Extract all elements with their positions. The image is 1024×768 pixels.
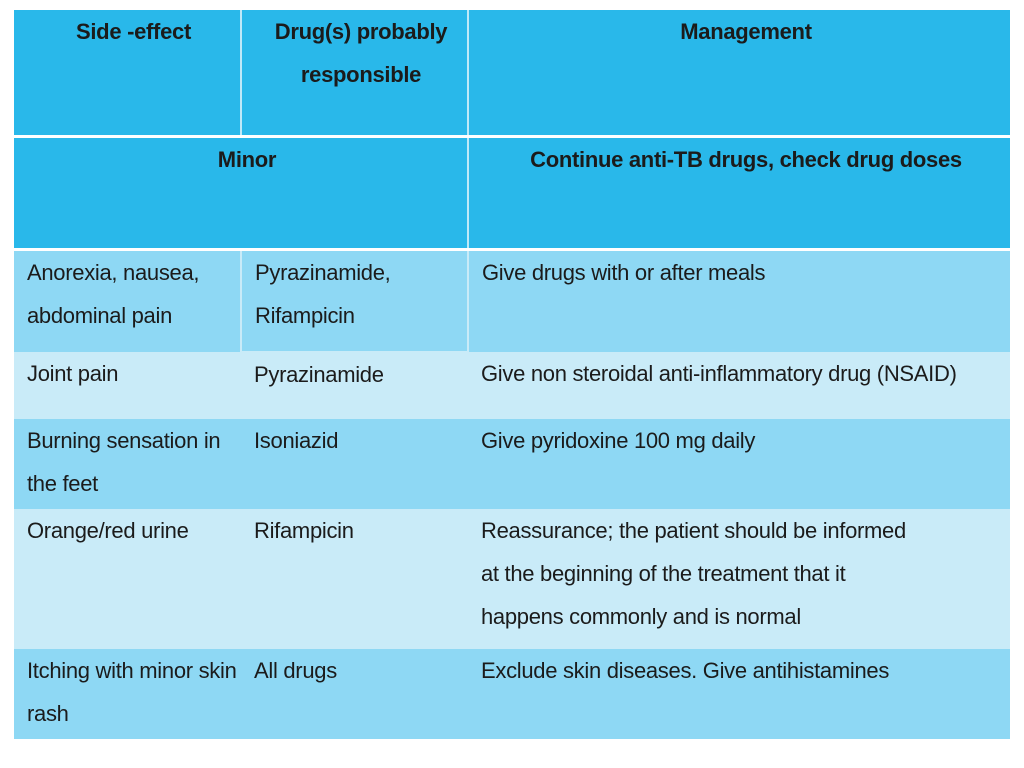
table-row: Burning sensation in the feet Isoniazid … bbox=[14, 419, 1010, 509]
drugs-cell: Rifampicin bbox=[254, 518, 354, 543]
management-cell: Give drugs with or after meals bbox=[482, 260, 766, 285]
management-cell: Give pyridoxine 100 mg daily bbox=[481, 428, 756, 453]
side-effect-cell: Itching with minor skin rash bbox=[27, 658, 237, 726]
table-row: Itching with minor skin rash All drugs E… bbox=[14, 649, 1010, 739]
management-cell: Reassurance; the patient should be infor… bbox=[481, 518, 906, 629]
management-cell: Give non steroidal anti-inflammatory dru… bbox=[481, 361, 957, 386]
management-cell: Exclude skin diseases. Give antihistamin… bbox=[481, 658, 890, 683]
subheader-action: Continue anti-TB drugs, check drug doses bbox=[467, 136, 1010, 251]
side-effect-cell: Burning sensation in the feet bbox=[27, 428, 221, 496]
table-subheader-row: Minor Continue anti-TB drugs, check drug… bbox=[14, 136, 1010, 251]
drugs-cell: Pyrazinamide bbox=[254, 362, 384, 387]
side-effect-cell: Anorexia, nausea, abdominal pain bbox=[27, 260, 200, 328]
header-management: Management bbox=[467, 10, 1010, 138]
side-effect-cell: Joint pain bbox=[27, 361, 119, 386]
table-row: Orange/red urine Rifampicin Reassurance;… bbox=[14, 509, 1010, 649]
table-row: Joint pain Pyrazinamide Give non steroid… bbox=[14, 352, 1010, 419]
table-row: Anorexia, nausea, abdominal pain Pyrazin… bbox=[14, 249, 1010, 353]
header-drugs: Drug(s) probably responsible bbox=[240, 10, 468, 138]
side-effects-table: Side -effect Drug(s) probably responsibl… bbox=[14, 10, 1010, 739]
drugs-cell: All drugs bbox=[254, 658, 337, 683]
slide: Side -effect Drug(s) probably responsibl… bbox=[14, 10, 1010, 768]
table-header-row: Side -effect Drug(s) probably responsibl… bbox=[14, 10, 1010, 138]
drugs-cell: Pyrazinamide, Rifampicin bbox=[255, 260, 391, 328]
header-side-effect: Side -effect bbox=[14, 10, 241, 138]
subheader-category: Minor bbox=[14, 136, 468, 251]
drugs-cell: Isoniazid bbox=[254, 428, 339, 453]
side-effect-cell: Orange/red urine bbox=[27, 518, 189, 543]
